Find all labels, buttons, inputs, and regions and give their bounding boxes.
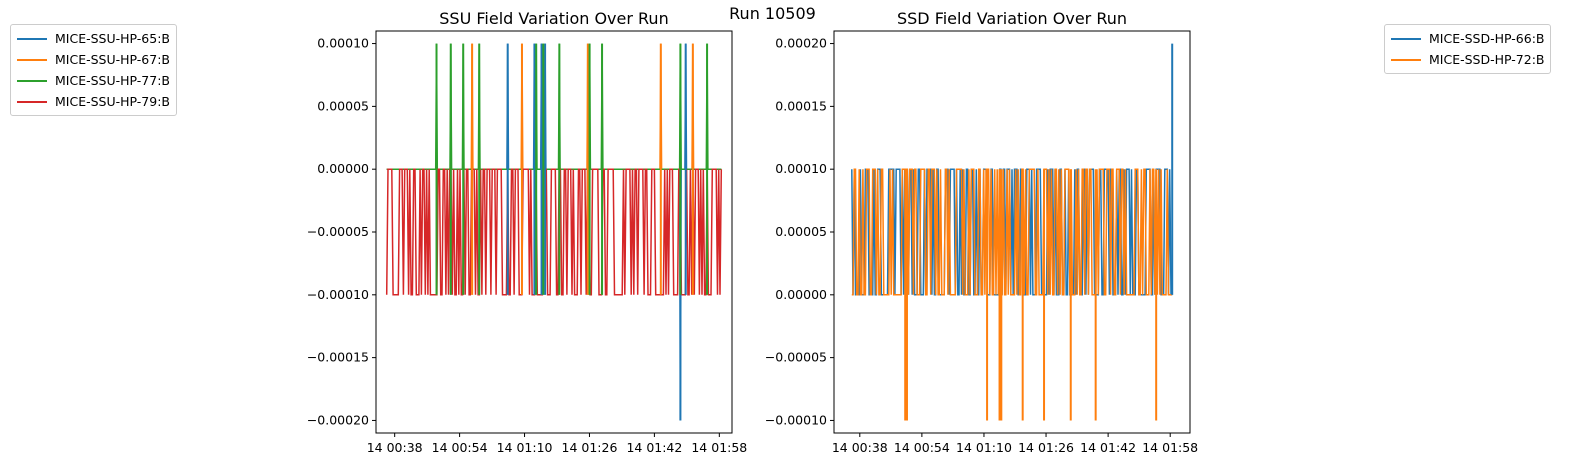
y-tick-label: 0.00010 xyxy=(775,161,827,176)
plot-0: SSU Field Variation Over Run 0.00010 0.000… xyxy=(307,9,747,455)
figure-suptitle: Run 10509 xyxy=(729,4,816,23)
legend-item: MICE-SSU-HP-77:B xyxy=(17,70,170,91)
x-tick-label: 14 01:26 xyxy=(1018,440,1074,455)
legend-item: MICE-SSU-HP-79:B xyxy=(17,91,170,112)
y-tick-label: 0.00015 xyxy=(775,98,827,113)
legend-label: MICE-SSU-HP-67:B xyxy=(55,52,171,67)
legend-label: MICE-SSD-HP-66:B xyxy=(1429,31,1545,46)
legend-swatch xyxy=(17,79,47,82)
legend-label: MICE-SSU-HP-79:B xyxy=(55,94,171,109)
y-tick-label: −0.00010 xyxy=(307,287,369,302)
legend-swatch xyxy=(17,37,47,40)
x-tick-label: 14 00:54 xyxy=(894,440,950,455)
plot-1: SSD Field Variation Over Run 0.00020 0.000… xyxy=(765,9,1198,455)
y-tick-label: 0.00000 xyxy=(317,161,369,176)
x-tick-label: 14 01:10 xyxy=(497,440,553,455)
legend-ssu: MICE-SSU-HP-65:B MICE-SSU-HP-67:B MICE-S… xyxy=(10,24,178,116)
legend-item: MICE-SSU-HP-65:B xyxy=(17,28,170,49)
y-tick-label: −0.00015 xyxy=(307,350,369,365)
legend-ssd: MICE-SSD-HP-66:B MICE-SSD-HP-72:B xyxy=(1384,24,1552,74)
legend-swatch xyxy=(1391,37,1421,40)
legend-item: MICE-SSD-HP-72:B xyxy=(1391,49,1544,70)
legend-label: MICE-SSU-HP-77:B xyxy=(55,73,171,88)
x-tick-label: 14 00:38 xyxy=(832,440,888,455)
x-tick-label: 14 01:26 xyxy=(562,440,618,455)
series-line xyxy=(385,168,723,296)
y-tick-label: −0.00005 xyxy=(765,350,827,365)
legend-swatch xyxy=(1391,58,1421,61)
y-tick-label: −0.00010 xyxy=(765,412,827,427)
legend-label: MICE-SSD-HP-72:B xyxy=(1429,52,1545,67)
y-tick-label: 0.00010 xyxy=(317,36,369,51)
x-tick-label: 14 01:42 xyxy=(1080,440,1136,455)
legend-swatch xyxy=(17,100,47,103)
x-tick-label: 14 00:38 xyxy=(367,440,423,455)
legend-item: MICE-SSU-HP-67:B xyxy=(17,49,170,70)
y-tick-label: 0.00020 xyxy=(775,36,827,51)
chart-title: SSU Field Variation Over Run xyxy=(439,9,668,28)
y-tick-label: 0.00005 xyxy=(775,224,827,239)
y-tick-label: −0.00005 xyxy=(307,224,369,239)
x-tick-label: 14 01:42 xyxy=(626,440,682,455)
legend-item: MICE-SSD-HP-66:B xyxy=(1391,28,1544,49)
y-tick-label: 0.00005 xyxy=(317,98,369,113)
x-tick-label: 14 01:10 xyxy=(956,440,1012,455)
legend-swatch xyxy=(17,58,47,61)
y-tick-label: 0.00000 xyxy=(775,287,827,302)
chart-title: SSD Field Variation Over Run xyxy=(897,9,1127,28)
x-tick-label: 14 01:58 xyxy=(1142,440,1198,455)
legend-label: MICE-SSU-HP-65:B xyxy=(55,31,171,46)
x-tick-label: 14 00:54 xyxy=(432,440,488,455)
y-tick-label: −0.00020 xyxy=(307,412,369,427)
x-tick-label: 14 01:58 xyxy=(691,440,747,455)
